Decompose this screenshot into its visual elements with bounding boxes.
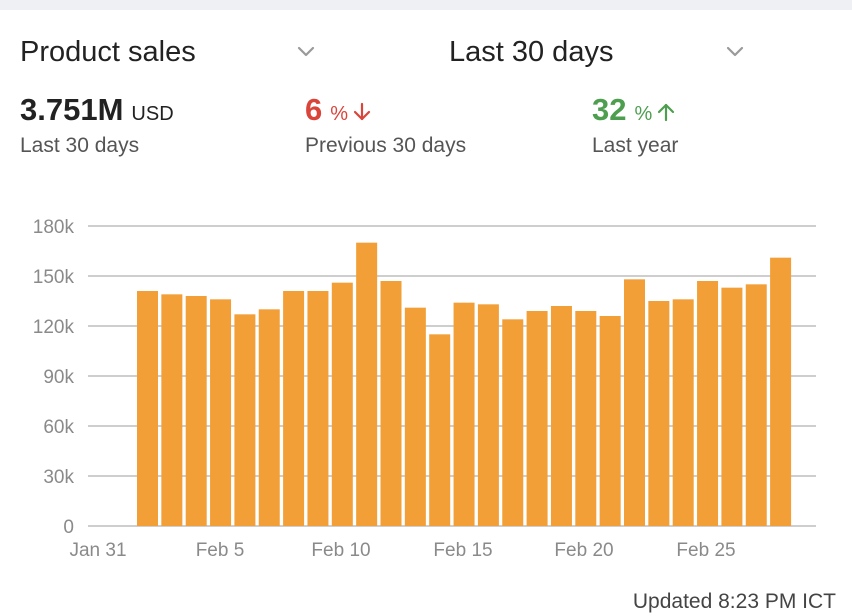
bar (477, 304, 499, 526)
range-select[interactable]: Last 30 days (449, 32, 749, 72)
bar (624, 279, 645, 526)
previous-unit: % (330, 103, 349, 125)
bar (502, 319, 524, 526)
bar (137, 291, 158, 526)
metric-select-value: Product sales (20, 35, 196, 68)
bar (283, 291, 305, 526)
x-tick-label: Feb 5 (196, 540, 245, 561)
bar (210, 299, 232, 526)
bar (185, 296, 207, 526)
y-tick-label: 150k (33, 267, 75, 288)
previous-value: 6 (305, 92, 323, 127)
stat-total: 3.751M USD Last 30 days (20, 92, 174, 158)
stat-previous: 6 % Previous 30 days (305, 92, 466, 158)
metric-select[interactable]: Product sales (20, 32, 320, 72)
last-year-value: 32 (592, 92, 627, 127)
updated-timestamp: Updated 8:23 PM ICT (632, 590, 836, 613)
bar (307, 291, 329, 526)
x-tick-label: Feb 15 (433, 540, 492, 561)
bar (745, 284, 767, 526)
range-select-value: Last 30 days (449, 35, 614, 68)
y-tick-label: 60k (43, 417, 74, 438)
x-tick-label: Feb 25 (676, 540, 735, 561)
bar (258, 309, 280, 526)
y-tick-label: 180k (33, 217, 75, 238)
total-label: Last 30 days (20, 134, 140, 157)
bar (526, 311, 548, 526)
total-unit: USD (131, 103, 174, 125)
bar (404, 307, 426, 526)
bar (721, 287, 743, 526)
bar (453, 302, 475, 526)
bar (575, 311, 597, 526)
last-year-unit: % (634, 103, 653, 125)
x-tick-label: Jan 31 (69, 540, 126, 561)
bar (380, 281, 402, 526)
chevron-down-icon (726, 46, 744, 57)
bar (648, 301, 670, 526)
total-value: 3.751M (20, 92, 124, 127)
bar (234, 314, 256, 526)
previous-label: Previous 30 days (305, 134, 467, 157)
bar (550, 306, 572, 526)
stat-last-year: 32 % Last year (592, 92, 678, 158)
sales-bar-chart: 0 30k 60k 90k 120k 150k 180k Jan 31 Feb 5 Feb 10 F… (33, 217, 816, 561)
bar (429, 334, 451, 526)
bar (599, 316, 621, 526)
y-tick-label: 30k (43, 467, 74, 488)
x-tick-label: Feb 20 (554, 540, 613, 561)
last-year-label: Last year (592, 134, 679, 157)
bar (770, 257, 792, 526)
y-tick-label: 90k (43, 367, 74, 388)
x-tick-label: Feb 10 (311, 540, 370, 561)
top-bar (0, 0, 852, 10)
y-tick-label: 0 (63, 517, 74, 538)
bar (161, 294, 183, 526)
bar (331, 282, 353, 526)
arrow-up-icon (658, 103, 675, 122)
chevron-down-icon (297, 46, 315, 57)
bar (697, 281, 719, 526)
arrow-down-icon (353, 102, 371, 121)
bar (356, 242, 378, 527)
y-tick-label: 120k (33, 317, 75, 338)
bar (672, 299, 694, 526)
